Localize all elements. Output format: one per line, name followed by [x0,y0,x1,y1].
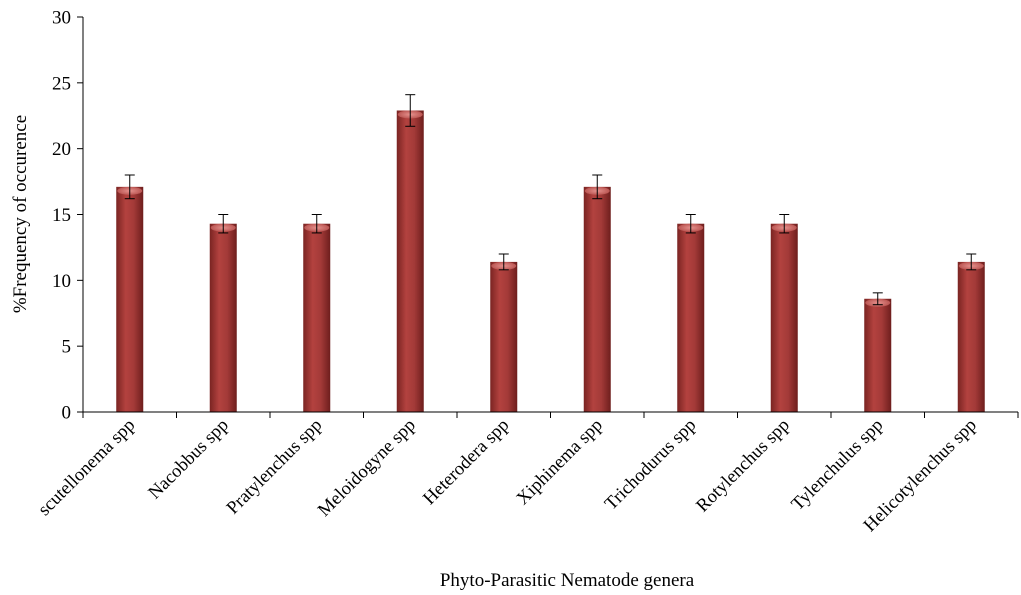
y-tick-label: 10 [52,271,71,292]
y-axis-title: %Frequency of occurence [10,115,31,313]
bar-group [583,174,611,412]
bar-group [770,214,798,412]
y-tick-label: 30 [52,8,71,29]
bar [677,223,705,412]
y-axis: 0 5 10 15 20 25 30 [52,8,84,424]
x-tick-label: Nacobbus spp [145,415,233,503]
bar [864,298,892,412]
x-tick-label: Rotylenchus spp [693,415,794,516]
x-tick-label: Xiphinema spp [513,415,607,509]
bar-group [864,292,892,412]
bar [209,223,237,412]
x-axis-title: Phyto-Parasitic Nematode genera [440,570,695,591]
bar [116,186,144,412]
bar-group [303,214,331,412]
y-tick-label: 25 [52,73,71,94]
y-tick-label: 5 [62,337,72,358]
bar-group [209,214,237,412]
x-tick-label: Tylenchulus spp [788,415,887,514]
x-tick-label: Pratylenchus spp [223,415,326,518]
bar [490,261,518,412]
y-tick-label: 15 [52,205,71,226]
x-axis: scutellonema spp Nacobbus sppPratylenchus… [35,411,1019,536]
bar-group [396,94,424,412]
x-tick-label: scutellonema spp [35,415,140,520]
bar [303,223,331,412]
x-tick-label: Heterodera spp [420,415,514,509]
bar-group [677,214,705,412]
y-tick-label: 0 [62,403,72,424]
y-tick-label: 20 [52,139,71,160]
x-tick-label: Meloidogyne spp [314,415,419,520]
bar [583,186,611,412]
bar-group [116,174,144,412]
bar [770,223,798,412]
bar-group [490,253,518,412]
bar [396,110,424,412]
x-tick-label: Trichodurus spp [601,415,700,514]
bar [957,261,985,412]
bar-group [957,253,985,412]
plot-area [116,94,985,412]
